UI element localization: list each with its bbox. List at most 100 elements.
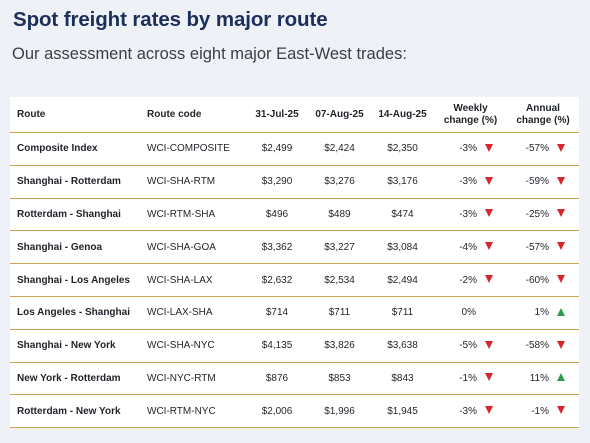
rate-date-2: $3,227: [308, 230, 371, 265]
rate-date-1: $2,499: [246, 132, 308, 166]
rate-date-2: $3,826: [308, 329, 371, 363]
annual-header-line1: Annual: [526, 102, 560, 114]
annual-change-cell: -25%: [507, 198, 579, 232]
annual-change-value: -58%: [525, 340, 549, 352]
page-subtitle: Our assessment across eight major East-W…: [12, 45, 407, 63]
down-triangle-icon: [485, 209, 493, 218]
down-triangle-icon: [557, 242, 565, 251]
down-triangle-icon: [557, 209, 565, 218]
down-triangle-icon: [557, 143, 565, 152]
annual-change-cell: 1%: [507, 296, 579, 330]
down-triangle-icon: [557, 340, 565, 349]
down-triangle-icon: [557, 176, 565, 185]
up-triangle-icon: [557, 307, 565, 316]
route-name: Shanghai - New York: [10, 329, 147, 363]
annual-change-value: -60%: [525, 274, 549, 286]
weekly-change-cell: -5%: [434, 329, 507, 363]
annual-change-value: -1%: [531, 405, 549, 417]
table-row: Shanghai - New York WCI-SHA-NYC $4,135 $3,8…: [10, 329, 579, 363]
route-name: Rotterdam - New York: [10, 394, 147, 429]
table-row: Shanghai - Genoa WCI-SHA-GOA $3,362 $3,227 $…: [10, 230, 579, 265]
weekly-change-value: -3%: [459, 143, 477, 155]
down-triangle-icon: [485, 274, 493, 283]
route-code: WCI-LAX-SHA: [147, 296, 246, 330]
annual-change-cell: -57%: [507, 132, 579, 166]
col-header-date-1: 31-Jul-25: [246, 97, 308, 133]
down-triangle-icon: [485, 242, 493, 251]
rate-date-3: $3,176: [371, 165, 434, 199]
weekly-header-line1: Weekly: [453, 102, 488, 114]
rate-date-2: $2,534: [308, 263, 371, 297]
route-name: New York - Rotterdam: [10, 362, 147, 396]
header-row: Route Route code 31-Jul-25 07-Aug-25 14-…: [10, 97, 579, 133]
col-header-annual-change: Annual change (%): [507, 97, 579, 133]
route-code: WCI-RTM-SHA: [147, 198, 246, 232]
weekly-change-value: -3%: [459, 208, 477, 220]
weekly-change-cell: -2%: [434, 263, 507, 297]
rate-date-3: $3,084: [371, 230, 434, 265]
table-row: New York - Rotterdam WCI-NYC-RTM $876 $853 $…: [10, 362, 579, 396]
weekly-change-cell: -3%: [434, 165, 507, 199]
rate-date-3: $2,494: [371, 263, 434, 297]
weekly-change-value: -5%: [459, 340, 477, 352]
weekly-change-value: 0%: [461, 307, 476, 319]
col-header-weekly-change: Weekly change (%): [434, 97, 507, 133]
rate-date-2: $489: [308, 198, 371, 232]
rate-date-2: $2,424: [308, 132, 371, 166]
rate-date-2: $3,276: [308, 165, 371, 199]
route-code: WCI-NYC-RTM: [147, 362, 246, 396]
col-header-date-3: 14-Aug-25: [371, 97, 434, 133]
annual-change-value: 11%: [529, 372, 549, 384]
col-header-date-2: 07-Aug-25: [308, 97, 371, 133]
route-code: WCI-COMPOSITE: [147, 132, 246, 166]
route-name: Los Angeles - Shanghai: [10, 296, 147, 330]
rate-date-3: $1,945: [371, 394, 434, 429]
weekly-change-value: -1%: [459, 372, 477, 384]
weekly-header-line2: change (%): [443, 114, 498, 126]
rate-date-1: $496: [246, 198, 308, 232]
weekly-change-value: -3%: [459, 176, 477, 188]
down-triangle-icon: [485, 373, 493, 382]
table-body: Composite Index WCI-COMPOSITE $2,499 $2,424…: [10, 132, 579, 429]
route-code: WCI-SHA-GOA: [147, 230, 246, 265]
down-triangle-icon: [485, 143, 493, 152]
annual-change-cell: 11%: [507, 362, 579, 396]
rates-table-card: Route Route code 31-Jul-25 07-Aug-25 14-…: [10, 97, 579, 429]
weekly-change-cell: 0%: [434, 296, 507, 330]
down-triangle-icon: [485, 340, 493, 349]
weekly-change-value: -4%: [459, 241, 477, 253]
col-header-route: Route: [10, 97, 147, 133]
down-triangle-icon: [557, 406, 565, 415]
weekly-change-cell: -1%: [434, 362, 507, 396]
table-row: Los Angeles - Shanghai WCI-LAX-SHA $714 $71…: [10, 296, 579, 330]
rate-date-1: $876: [246, 362, 308, 396]
annual-header-line2: change (%): [516, 114, 570, 126]
rate-date-1: $3,290: [246, 165, 308, 199]
rate-date-3: $3,638: [371, 329, 434, 363]
down-triangle-icon: [485, 176, 493, 185]
rate-date-3: $474: [371, 198, 434, 232]
table-row: Rotterdam - Shanghai WCI-RTM-SHA $496 $489 $…: [10, 198, 579, 232]
page-title: Spot freight rates by major route: [13, 8, 328, 31]
table-row: Rotterdam - New York WCI-RTM-NYC $2,006 $1,…: [10, 394, 579, 429]
rate-date-1: $714: [246, 296, 308, 330]
rate-date-2: $711: [308, 296, 371, 330]
route-code: WCI-SHA-LAX: [147, 263, 246, 297]
rate-date-2: $853: [308, 362, 371, 396]
down-triangle-icon: [557, 274, 565, 283]
rate-date-2: $1,996: [308, 394, 371, 429]
route-name: Rotterdam - Shanghai: [10, 198, 147, 232]
rate-date-1: $2,632: [246, 263, 308, 297]
rate-date-3: $2,350: [371, 132, 434, 166]
weekly-change-cell: -3%: [434, 132, 507, 166]
route-code: WCI-SHA-RTM: [147, 165, 246, 199]
annual-change-cell: -59%: [507, 165, 579, 199]
route-name: Shanghai - Los Angeles: [10, 263, 147, 297]
annual-change-cell: -57%: [507, 230, 579, 265]
annual-change-cell: -60%: [507, 263, 579, 297]
route-name: Shanghai - Rotterdam: [10, 165, 147, 199]
rate-date-3: $843: [371, 362, 434, 396]
weekly-change-cell: -3%: [434, 394, 507, 429]
up-triangle-icon: [557, 373, 565, 382]
rate-date-3: $711: [371, 296, 434, 330]
